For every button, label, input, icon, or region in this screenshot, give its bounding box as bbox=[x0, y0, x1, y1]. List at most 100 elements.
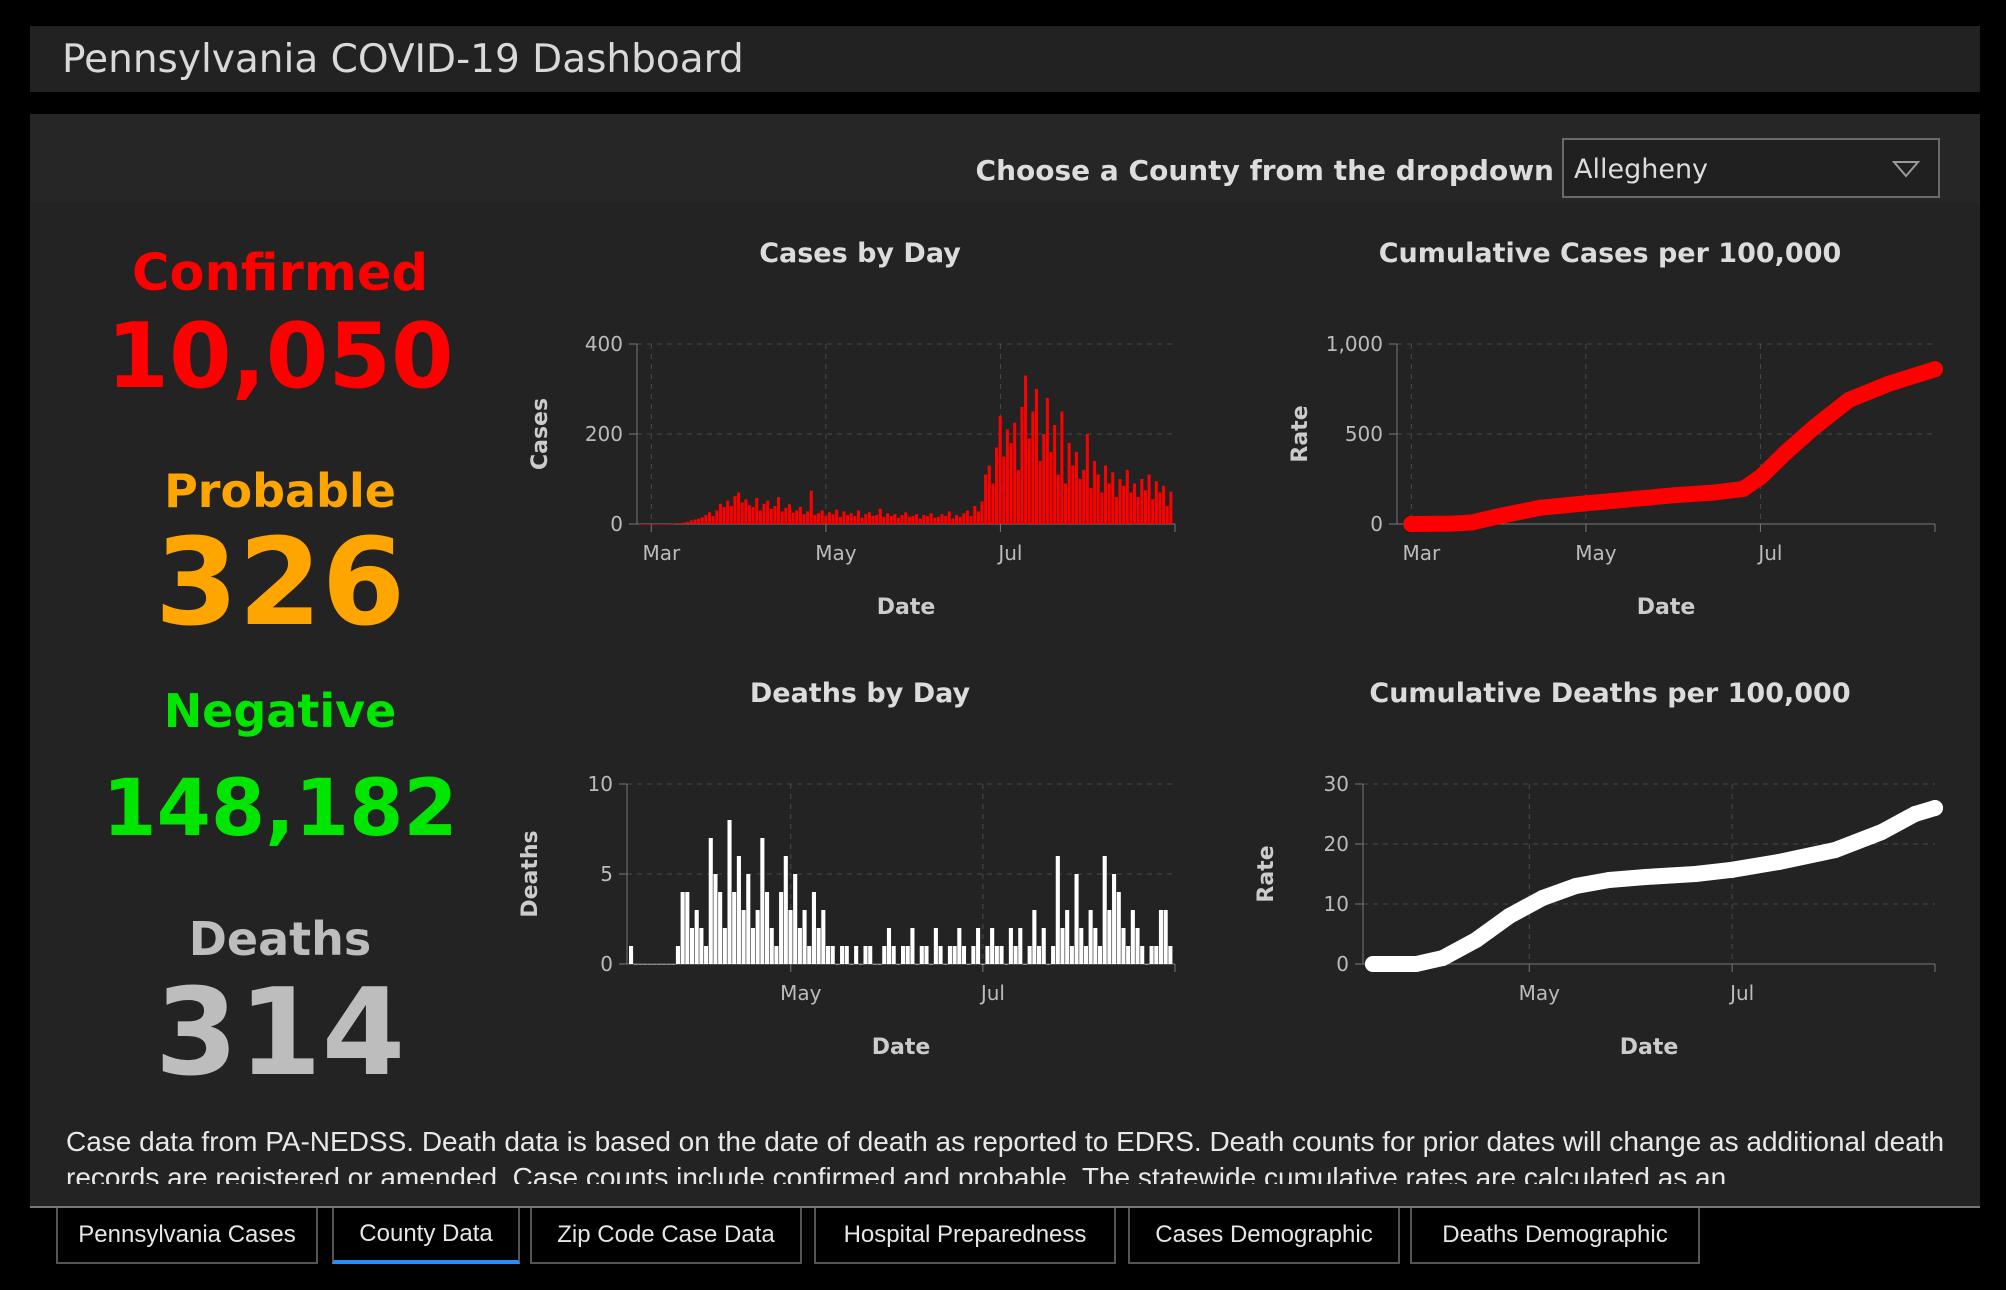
bar bbox=[660, 524, 664, 525]
bar bbox=[882, 516, 886, 524]
tab-cases-demographic[interactable]: Cases Demographic bbox=[1128, 1208, 1400, 1264]
bar bbox=[915, 514, 919, 524]
x-tick-label: May bbox=[1575, 541, 1617, 565]
bar bbox=[1005, 429, 1009, 524]
bar bbox=[1118, 479, 1122, 524]
bar bbox=[1135, 928, 1140, 964]
tab-pennsylvania-cases[interactable]: Pennsylvania Cases bbox=[56, 1208, 318, 1264]
bar bbox=[1093, 928, 1098, 964]
cumulative-deaths-title: Cumulative Deaths per 100,000 bbox=[1369, 678, 1851, 709]
bar bbox=[758, 510, 762, 524]
bar bbox=[1096, 474, 1100, 524]
bar bbox=[740, 502, 744, 524]
bar bbox=[1020, 407, 1024, 524]
bar bbox=[1151, 499, 1155, 524]
bar bbox=[633, 964, 638, 965]
bar bbox=[1038, 461, 1042, 524]
title-bar: Pennsylvania COVID-19 Dashboard bbox=[30, 26, 1980, 92]
bar bbox=[668, 524, 672, 525]
bar bbox=[649, 524, 653, 525]
bar bbox=[1069, 946, 1074, 964]
bar bbox=[1154, 946, 1159, 964]
page-title: Pennsylvania COVID-19 Dashboard bbox=[62, 36, 744, 82]
bar bbox=[1056, 474, 1060, 524]
bar bbox=[905, 946, 910, 964]
bar bbox=[1027, 438, 1031, 524]
bar bbox=[965, 510, 969, 524]
bar bbox=[788, 910, 793, 964]
bar bbox=[1053, 425, 1057, 524]
bar bbox=[1031, 411, 1035, 524]
data-point bbox=[1806, 418, 1823, 435]
data-point bbox=[1927, 800, 1943, 816]
bar bbox=[1103, 465, 1108, 524]
bar bbox=[961, 946, 967, 964]
tab-hospital-preparedness[interactable]: Hospital Preparedness bbox=[814, 1208, 1116, 1264]
bar bbox=[806, 511, 810, 524]
x-tick-label: Jul bbox=[979, 981, 1005, 1005]
bar bbox=[827, 512, 831, 524]
y-axis-label: Rate bbox=[1254, 845, 1279, 902]
bar bbox=[938, 946, 943, 964]
bar bbox=[798, 506, 802, 524]
bar bbox=[976, 511, 980, 524]
data-point bbox=[1827, 842, 1844, 858]
bar bbox=[886, 513, 890, 524]
bar bbox=[924, 946, 929, 964]
bar bbox=[1107, 483, 1111, 524]
bar bbox=[766, 500, 770, 524]
bar bbox=[868, 946, 873, 964]
bar bbox=[882, 946, 887, 964]
bar bbox=[984, 474, 988, 524]
y-tick-label: 200 bbox=[585, 422, 623, 446]
bar bbox=[1154, 481, 1158, 524]
tab-county-data[interactable]: County Data bbox=[332, 1208, 520, 1264]
bar bbox=[1136, 497, 1140, 524]
cases-by-day-title: Cases by Day bbox=[759, 238, 961, 269]
bar bbox=[708, 838, 713, 964]
bar bbox=[944, 515, 948, 524]
bar bbox=[1093, 461, 1097, 524]
bar bbox=[807, 946, 812, 964]
tab-zip-code-case-data[interactable]: Zip Code Case Data bbox=[530, 1208, 802, 1264]
bar bbox=[858, 964, 863, 965]
bar bbox=[1122, 485, 1126, 524]
bar bbox=[657, 524, 661, 525]
data-point bbox=[1577, 495, 1594, 512]
bar bbox=[755, 910, 760, 964]
county-dropdown[interactable]: Allegheny bbox=[1562, 138, 1940, 198]
y-tick-label: 10 bbox=[1324, 892, 1349, 916]
bar bbox=[1085, 434, 1089, 524]
bar bbox=[675, 946, 680, 964]
bar bbox=[933, 517, 937, 524]
bar bbox=[1168, 946, 1173, 964]
bar bbox=[755, 497, 759, 524]
bar bbox=[1143, 490, 1147, 524]
bar bbox=[671, 523, 675, 525]
bar bbox=[1083, 946, 1088, 964]
probable-value: 326 bbox=[154, 514, 406, 653]
bar bbox=[856, 510, 860, 524]
bar bbox=[1089, 488, 1093, 524]
bar bbox=[704, 515, 708, 524]
bar bbox=[910, 928, 915, 964]
bar bbox=[751, 506, 755, 524]
bar bbox=[746, 874, 751, 964]
chevron-down-icon bbox=[1892, 161, 1920, 178]
bar bbox=[699, 928, 704, 964]
data-point bbox=[1752, 469, 1769, 486]
y-tick-label: 0 bbox=[600, 952, 613, 976]
bar bbox=[664, 524, 668, 525]
bar bbox=[915, 964, 920, 965]
bar bbox=[1111, 472, 1115, 524]
bar bbox=[821, 910, 826, 964]
bar bbox=[1133, 483, 1137, 524]
bar bbox=[1162, 485, 1166, 524]
bar bbox=[943, 964, 948, 965]
bar bbox=[825, 946, 831, 964]
bar bbox=[813, 515, 817, 524]
bar bbox=[987, 465, 991, 524]
data-point bbox=[1687, 866, 1704, 882]
bar bbox=[802, 910, 807, 964]
tab-deaths-demographic[interactable]: Deaths Demographic bbox=[1410, 1208, 1700, 1264]
